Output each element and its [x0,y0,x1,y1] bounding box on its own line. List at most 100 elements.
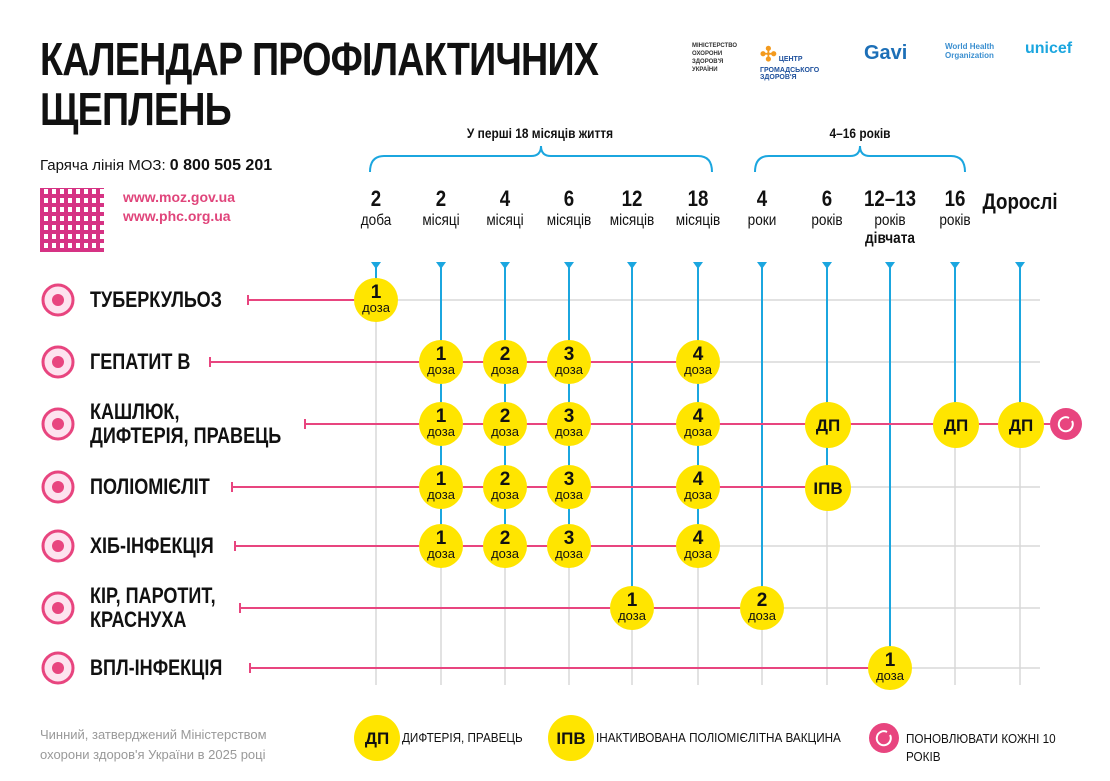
legend-dp-mark: ДП [354,715,400,761]
column-note: дівчата [865,230,915,247]
disease-icon [41,651,75,685]
phc-logo: ✣ ЦЕНТР ГРОМАДСЬКОГО ЗДОРОВ'Я [760,44,820,81]
column-header-4m: 4 місяці [470,186,540,230]
dose-marker: 3 доза [547,340,591,384]
dose-marker: 3 доза [547,402,591,446]
column-unit: років [811,212,843,229]
column-header-6y: 6 років [792,186,862,230]
column-age: 18 [687,186,709,211]
bracket-infant [369,145,713,173]
dose-marker: ДП [805,402,851,448]
column-age: 4 [499,186,511,211]
column-marker [950,262,960,269]
column-header-ad: Дорослі [975,189,1065,215]
disease-label: ГЕПАТИТ В [90,349,191,374]
moz-logo: МІНІСТЕРСТВО ОХОРОНИ ЗДОРОВ'Я УКРАЇНИ [692,43,738,73]
column-unit: роки [747,212,777,229]
column-age: 12–13 [863,186,917,211]
column-marker [1015,262,1025,269]
dose-marker: 2 доза [483,402,527,446]
dose-marker: 4 доза [676,340,720,384]
dose-marker: ДП [933,402,979,448]
unicef-logo: unicef [1025,40,1073,57]
dose-marker: 2 доза [483,340,527,384]
footer-note: Чинний, затверджений Міністерством охорон… [40,727,267,762]
group-label-child: 4–16 років [829,125,891,141]
dose-marker: 1 доза [868,646,912,690]
column-header-2d: 2 доба [341,186,411,230]
column-age: 6 [821,186,833,211]
disease-icon [41,345,75,379]
column-unit: місяців [546,212,592,229]
column-marker [885,262,895,269]
hotline-number[interactable]: 0 800 505 201 [169,157,273,174]
who-logo: World Health Organization [945,42,995,60]
dose-marker: 1 доза [610,586,654,630]
column-age: 12 [621,186,643,211]
column-header-12y: 12–13 років дівчата [855,186,925,248]
gavi-logo: Gavi [864,42,908,64]
dose-marker: 3 доза [547,524,591,568]
disease-icon [41,283,75,317]
legend-ipv-mark: ІПВ [548,715,594,761]
disease-label: ТУБЕРКУЛЬОЗ [90,287,222,312]
column-marker [822,262,832,269]
dose-marker: ДП [998,402,1044,448]
bracket-child [754,145,966,173]
column-age: 16 [944,186,966,211]
column-unit: доба [360,212,392,229]
dose-marker: 1 доза [419,524,463,568]
repeat-icon [1050,408,1082,440]
column-header-12m: 12 місяців [597,186,667,230]
dose-marker: 2 доза [483,465,527,509]
disease-icon [41,529,75,563]
column-marker [627,262,637,269]
column-age: 2 [370,186,382,211]
legend-dp-text: ДИФТЕРІЯ, ПРАВЕЦЬ [402,730,523,745]
column-marker [757,262,767,269]
column-marker [436,262,446,269]
dose-marker: 2 доза [483,524,527,568]
column-unit: місяці [486,212,524,229]
dose-marker: 4 доза [676,402,720,446]
page-title: КАЛЕНДАР ПРОФІЛАКТИЧНИХ ЩЕПЛЕНЬ [40,33,599,135]
hotline: Гаряча лінія МОЗ: 0 800 505 201 [40,157,273,174]
dose-marker: 4 доза [676,524,720,568]
dose-marker: 1 доза [354,278,398,322]
column-unit: місяців [675,212,721,229]
column-age: Дорослі [982,189,1058,214]
link-phc[interactable]: www.phc.org.ua [123,208,231,224]
disease-label: КІР, ПАРОТИТ, КРАСНУХА [90,583,216,632]
disease-icon [41,591,75,625]
qr-code [40,188,104,252]
column-header-2m: 2 місяці [406,186,476,230]
dose-marker: 1 доза [419,465,463,509]
disease-label: ВПЛ-ІНФЕКЦІЯ [90,655,223,680]
column-marker [564,262,574,269]
dose-marker: 3 доза [547,465,591,509]
column-unit: років [874,212,906,229]
link-moz[interactable]: www.moz.gov.ua [123,189,236,205]
disease-label: ХІБ-ІНФЕКЦІЯ [90,533,214,558]
column-age: 4 [756,186,768,211]
dose-marker: 1 доза [419,340,463,384]
legend-ipv-text: ІНАКТИВОВАНА ПОЛІОМІЄЛІТНА ВАКЦИНА [596,730,841,745]
column-unit: років [939,212,971,229]
repeat-icon [869,723,899,753]
group-label-infant: У перші 18 місяців життя [466,125,614,141]
column-header-18m: 18 місяців [663,186,733,230]
column-unit: місяців [609,212,655,229]
column-age: 6 [563,186,575,211]
column-marker [371,262,381,269]
column-header-6m: 6 місяців [534,186,604,230]
column-header-16y: 16 років [920,186,990,230]
dose-marker: 2 доза [740,586,784,630]
dose-marker: ІПВ [805,465,851,511]
dose-marker: 1 доза [419,402,463,446]
column-unit: місяці [422,212,460,229]
dose-marker: 4 доза [676,465,720,509]
disease-label: КАШЛЮК, ДИФТЕРІЯ, ПРАВЕЦЬ [90,399,282,448]
column-age: 2 [435,186,447,211]
disease-icon [41,407,75,441]
